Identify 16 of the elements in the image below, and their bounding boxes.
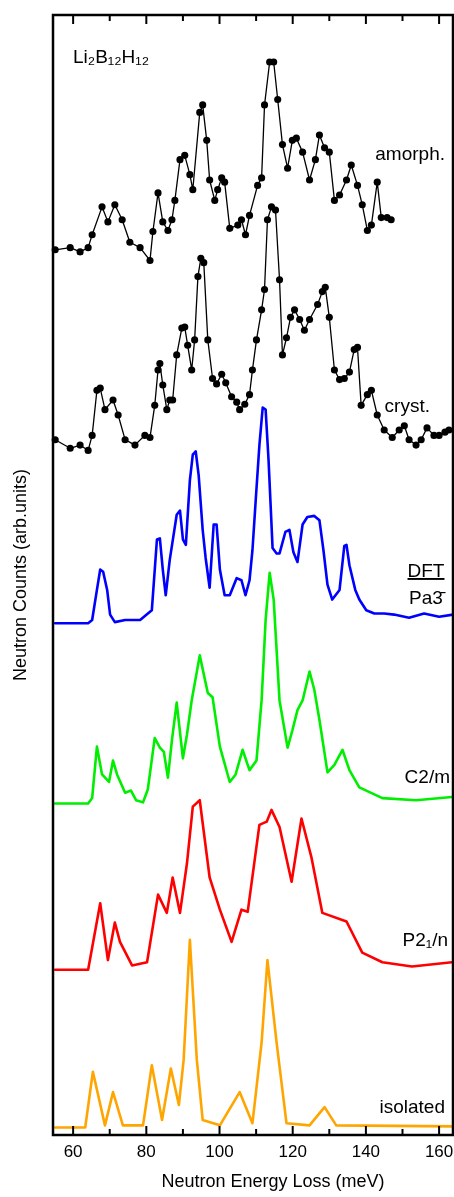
annotation: Li₂B₁₂H₁₂ (73, 46, 150, 67)
series-label: isolated (379, 1096, 445, 1117)
x-tick-label: 100 (205, 1142, 234, 1161)
x-tick-label: 120 (278, 1142, 307, 1161)
series-label: C2/m (404, 766, 450, 787)
x-tick-label: 140 (351, 1142, 381, 1161)
series-label: cryst. (384, 395, 430, 416)
x-tick-label: 80 (136, 1142, 156, 1161)
series-label: Pa3̄ (409, 587, 446, 608)
x-tick-label: 60 (63, 1142, 83, 1161)
series-label: P2₁/n (402, 929, 448, 950)
annotation: DFT (407, 560, 445, 581)
series-label: amorph. (375, 143, 445, 164)
x-axis-title: Neutron Energy Loss (meV) (161, 1171, 385, 1191)
y-axis-title: Neutron Counts (arb.units) (10, 468, 30, 682)
x-tick-label: 160 (424, 1142, 454, 1161)
